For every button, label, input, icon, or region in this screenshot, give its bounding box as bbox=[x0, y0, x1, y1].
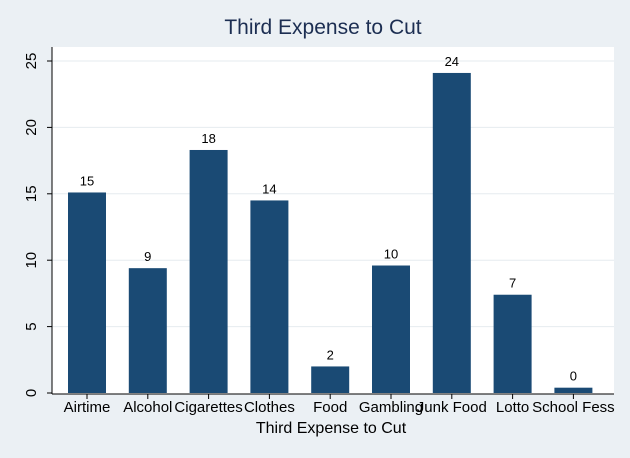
bar bbox=[372, 265, 410, 393]
y-tick-label: 0 bbox=[23, 389, 40, 397]
data-label: 18 bbox=[201, 131, 215, 146]
data-label: 10 bbox=[384, 247, 398, 262]
x-tick-label: Food bbox=[313, 399, 347, 416]
bar bbox=[432, 72, 471, 394]
y-tick-label: 25 bbox=[23, 53, 40, 70]
bar bbox=[128, 268, 167, 393]
data-label: 7 bbox=[509, 276, 516, 291]
x-tick-label: Lotto bbox=[496, 399, 529, 416]
x-tick-label: Gambling bbox=[359, 399, 423, 416]
bar bbox=[493, 294, 532, 393]
x-tick-label: Alcohol bbox=[123, 399, 172, 416]
y-tick-label: 15 bbox=[23, 185, 40, 202]
bar bbox=[311, 366, 350, 393]
chart-title: Third Expense to Cut bbox=[224, 16, 421, 39]
bars: 15 9 18 14 2 10 24 7 0 bbox=[68, 54, 593, 394]
data-label: 14 bbox=[262, 181, 276, 196]
x-tick-label: Airtime bbox=[64, 399, 111, 416]
x-tick-label: Clothes bbox=[244, 399, 295, 416]
bar bbox=[189, 149, 228, 393]
x-tick-label: Cigarettes bbox=[174, 399, 242, 416]
x-tick-label: School Fess bbox=[532, 399, 615, 416]
y-axis: 0 5 10 15 20 25 bbox=[23, 47, 53, 397]
bar bbox=[250, 200, 289, 393]
data-label: 2 bbox=[327, 347, 334, 362]
data-label: 0 bbox=[570, 369, 577, 384]
data-label: 9 bbox=[144, 249, 151, 264]
x-axis-title: Third Expense to Cut bbox=[256, 420, 407, 437]
y-tick-label: 20 bbox=[23, 119, 40, 136]
y-tick-label: 5 bbox=[23, 322, 40, 330]
bar bbox=[68, 192, 106, 393]
data-label: 24 bbox=[445, 54, 459, 69]
data-label: 15 bbox=[80, 173, 94, 188]
y-tick-label: 10 bbox=[23, 252, 40, 269]
bar bbox=[554, 387, 593, 393]
x-tick-label: Junk Food bbox=[417, 399, 487, 416]
x-axis: Airtime Alcohol Cigarettes Clothes Food Gambl… bbox=[52, 393, 615, 416]
